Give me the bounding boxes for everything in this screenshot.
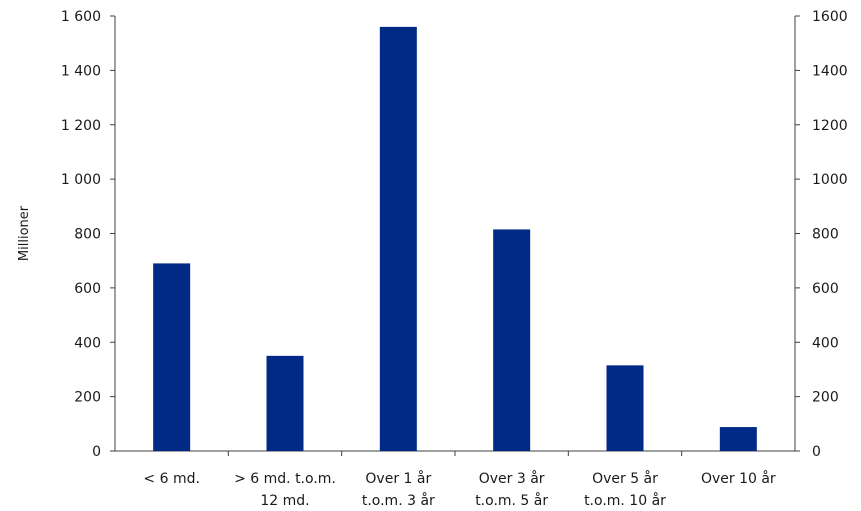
- bar: [266, 355, 304, 451]
- bars-group: [153, 26, 757, 451]
- ticks-group: [110, 15, 800, 456]
- category-label: Over 1 år: [365, 470, 431, 487]
- right-tick-label: 0: [812, 444, 821, 460]
- right-tick-label: 400: [812, 335, 839, 351]
- bar: [379, 26, 417, 451]
- axes: [114, 16, 796, 452]
- right-tick-label: 800: [812, 227, 839, 243]
- category-label: Over 5 år: [592, 470, 658, 487]
- left-tick-label: 1 600: [61, 9, 101, 25]
- right-tick-label: 200: [812, 390, 839, 406]
- category-label: t.o.m. 10 år: [584, 492, 666, 509]
- left-tick-label: 1 400: [61, 63, 101, 79]
- bar: [493, 229, 531, 451]
- right-tick-label: 1400: [812, 63, 848, 79]
- left-tick-label: 1 000: [61, 172, 101, 188]
- left-tick-label: 0: [92, 444, 101, 460]
- left-tick-label: 600: [74, 281, 101, 297]
- bar: [153, 263, 191, 451]
- labels-group: 0 0 200 200 400 400 600 600 800 800 1 000 1000 1 200…: [61, 9, 848, 509]
- right-tick-label: 1600: [812, 9, 848, 25]
- left-tick-label: 400: [74, 335, 101, 351]
- right-tick-label: 1000: [812, 172, 848, 188]
- category-label: < 6 md.: [143, 471, 200, 487]
- category-label: t.o.m. 3 år: [362, 492, 435, 509]
- category-label: Over 10 år: [701, 470, 776, 487]
- bar: [606, 365, 644, 451]
- category-label: > 6 md. t.o.m.: [234, 471, 336, 487]
- category-label: 12 md.: [260, 493, 309, 509]
- category-label: Over 3 år: [479, 470, 545, 487]
- right-tick-label: 1200: [812, 118, 848, 134]
- left-tick-label: 1 200: [61, 118, 101, 134]
- left-tick-label: 800: [74, 227, 101, 243]
- bar: [719, 427, 757, 451]
- y-axis-title: Millioner: [17, 205, 32, 261]
- left-tick-label: 200: [74, 390, 101, 406]
- right-tick-label: 600: [812, 281, 839, 297]
- category-label: t.o.m. 5 år: [475, 492, 548, 509]
